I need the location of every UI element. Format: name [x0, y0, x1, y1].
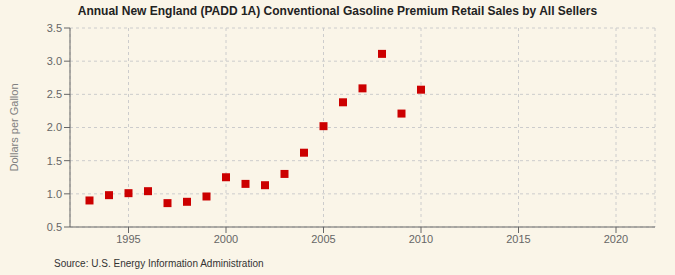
html-text:Source: U.S. Energy Informatio: Source: U.S. Energy Information Administ…	[54, 258, 264, 269]
svg-text:Dollars per Gallon: Dollars per Gallon	[8, 83, 20, 171]
svg-text:1995: 1995	[116, 233, 140, 245]
svg-text:1.5: 1.5	[47, 155, 62, 167]
svg-text:0.5: 0.5	[47, 221, 62, 233]
svg-text:1.0: 1.0	[47, 188, 62, 200]
svg-text:2020: 2020	[604, 233, 628, 245]
svg-text:2.0: 2.0	[47, 121, 62, 133]
svg-text:2000: 2000	[214, 233, 238, 245]
svg-text:3.0: 3.0	[47, 55, 62, 67]
svg-text:2.5: 2.5	[47, 88, 62, 100]
svg-text:2010: 2010	[409, 233, 433, 245]
svg-text:2015: 2015	[506, 233, 530, 245]
svg-text:2005: 2005	[311, 233, 335, 245]
html-text:Annual New England (PADD 1A) C: Annual New England (PADD 1A) Conventiona…	[77, 4, 598, 18]
svg-text:3.5: 3.5	[47, 22, 62, 34]
